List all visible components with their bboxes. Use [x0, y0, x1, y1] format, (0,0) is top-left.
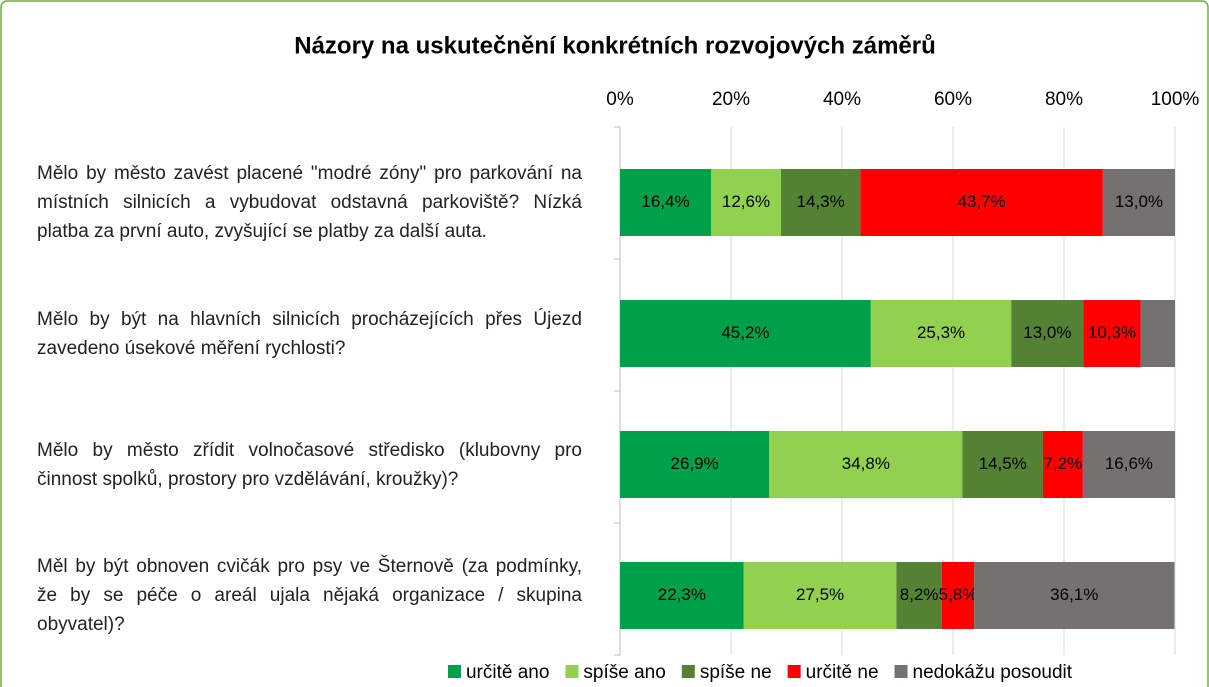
bar-segment: [974, 562, 1175, 629]
chart-title: Názory na uskutečnění konkrétních rozvoj…: [294, 32, 936, 59]
data-label: 13,0%: [1023, 323, 1071, 342]
data-label: 45,2%: [721, 323, 769, 342]
bar-segment: [620, 562, 744, 629]
data-label: 36,1%: [1050, 585, 1098, 604]
x-tick-label: 80%: [1045, 89, 1083, 110]
bar-segment: [962, 431, 1043, 498]
bar-segment: [941, 562, 975, 629]
x-tick-label: 0%: [606, 89, 634, 110]
bar-segment: [620, 300, 871, 367]
category-label: Mělo by město zavést placené "modré zóny…: [37, 163, 582, 242]
data-label: 25,3%: [917, 323, 965, 342]
bar-segment: [711, 169, 781, 236]
bar-segment: [896, 562, 942, 629]
data-label: 26,9%: [671, 454, 719, 473]
bar-segment: [1102, 169, 1175, 236]
data-label: 12,6%: [722, 192, 770, 211]
data-label: 16,6%: [1105, 454, 1153, 473]
data-label: 8,2%: [900, 585, 939, 604]
bar-segment: [1011, 300, 1084, 367]
bar-segment: [1083, 300, 1141, 367]
x-tick-label: 100%: [1151, 89, 1200, 110]
bar-segment: [1082, 431, 1175, 498]
legend-label: spíše ano: [583, 662, 665, 683]
bar-segment: [780, 169, 861, 236]
data-label: 34,8%: [842, 454, 890, 473]
x-tick-label: 60%: [934, 89, 972, 110]
bar-segment: [1140, 300, 1175, 367]
data-label: 14,3%: [797, 192, 845, 211]
data-label: 22,3%: [658, 585, 706, 604]
data-label: 13,0%: [1115, 192, 1163, 211]
legend-label: spíše ne: [700, 662, 772, 683]
bar-segment: [769, 431, 963, 498]
x-tick-label: 40%: [823, 89, 861, 110]
legend-swatch: [894, 665, 908, 678]
legend-swatch: [787, 665, 801, 678]
data-label: 10,3%: [1088, 323, 1136, 342]
category-label: Mělo by být na hlavních silnicích prochá…: [37, 308, 582, 359]
bar-segment: [1042, 431, 1083, 498]
bar-segment: [620, 431, 770, 498]
data-label: 7,2%: [1044, 454, 1083, 473]
legend-label: nedokážu posoudit: [913, 662, 1073, 683]
category-label: Mělo by město zřídit volnočasové středis…: [37, 439, 582, 490]
bar-segment: [870, 300, 1012, 367]
bar-segment: [743, 562, 897, 629]
legend-label: určitě ano: [466, 662, 549, 683]
data-label: 43,7%: [957, 192, 1005, 211]
legend-swatch: [447, 665, 461, 678]
legend-swatch: [565, 665, 579, 678]
data-label: 16,4%: [641, 192, 689, 211]
legend-swatch: [681, 665, 695, 678]
data-label: 14,5%: [979, 454, 1027, 473]
bar-segment: [620, 169, 712, 236]
legend-label: určitě ne: [806, 662, 879, 683]
category-label: Měl by být obnoven cvičák pro psy ve Šte…: [37, 556, 582, 635]
x-tick-label: 20%: [712, 89, 750, 110]
data-label: 5,8%: [939, 585, 978, 604]
bar-segment: [860, 169, 1103, 236]
data-label: 27,5%: [796, 585, 844, 604]
